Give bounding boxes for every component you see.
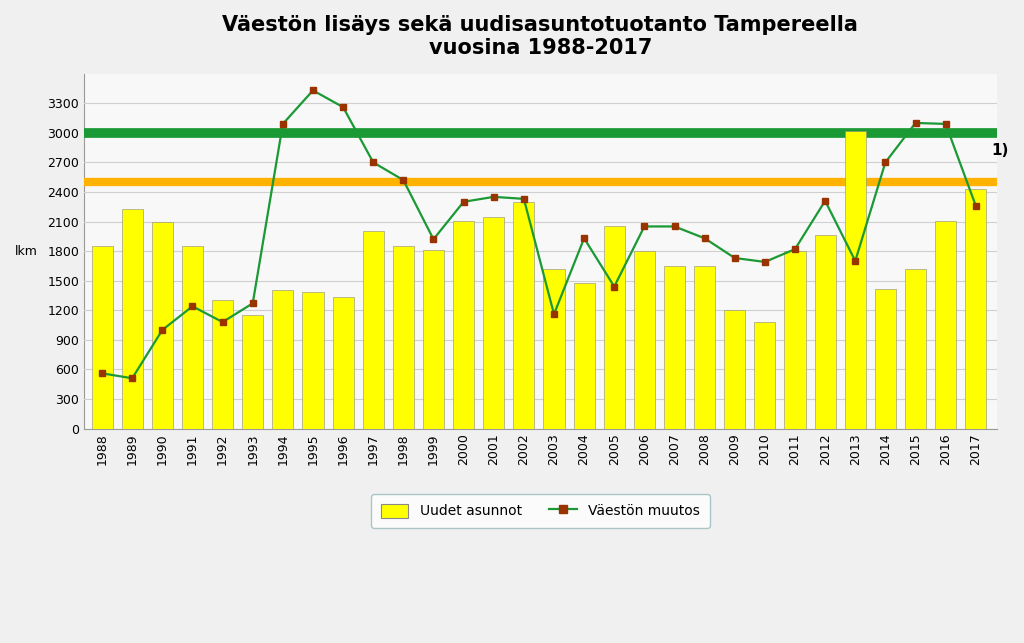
Bar [544, 269, 564, 428]
Bar [393, 246, 414, 428]
Bar [966, 189, 986, 428]
Bar [242, 315, 263, 428]
Bar [784, 251, 806, 428]
Y-axis label: lkm: lkm [15, 244, 38, 258]
Bar [152, 222, 173, 428]
Bar [724, 310, 745, 428]
Bar [874, 289, 896, 428]
Title: Väestön lisäys sekä uudisasuntotuotanto Tampereella
vuosina 1988-2017: Väestön lisäys sekä uudisasuntotuotanto … [222, 15, 858, 59]
Bar [122, 209, 142, 428]
Bar [935, 221, 956, 428]
Bar [513, 202, 535, 428]
Bar [212, 300, 233, 428]
Bar [845, 131, 866, 428]
Bar [755, 322, 775, 428]
Bar [634, 251, 655, 428]
Bar [664, 266, 685, 428]
Bar [91, 246, 113, 428]
Bar [604, 226, 625, 428]
Legend: Uudet asunnot, Väestön muutos: Uudet asunnot, Väestön muutos [371, 494, 710, 528]
Bar [423, 250, 444, 428]
Bar [453, 221, 474, 428]
Bar [302, 293, 324, 428]
Bar [483, 217, 504, 428]
Bar [333, 298, 353, 428]
Text: 1): 1) [991, 143, 1009, 158]
Bar [694, 266, 715, 428]
Bar [272, 289, 294, 428]
Bar [905, 269, 926, 428]
Bar [362, 231, 384, 428]
Bar [815, 235, 836, 428]
Bar [573, 283, 595, 428]
Bar [182, 246, 203, 428]
